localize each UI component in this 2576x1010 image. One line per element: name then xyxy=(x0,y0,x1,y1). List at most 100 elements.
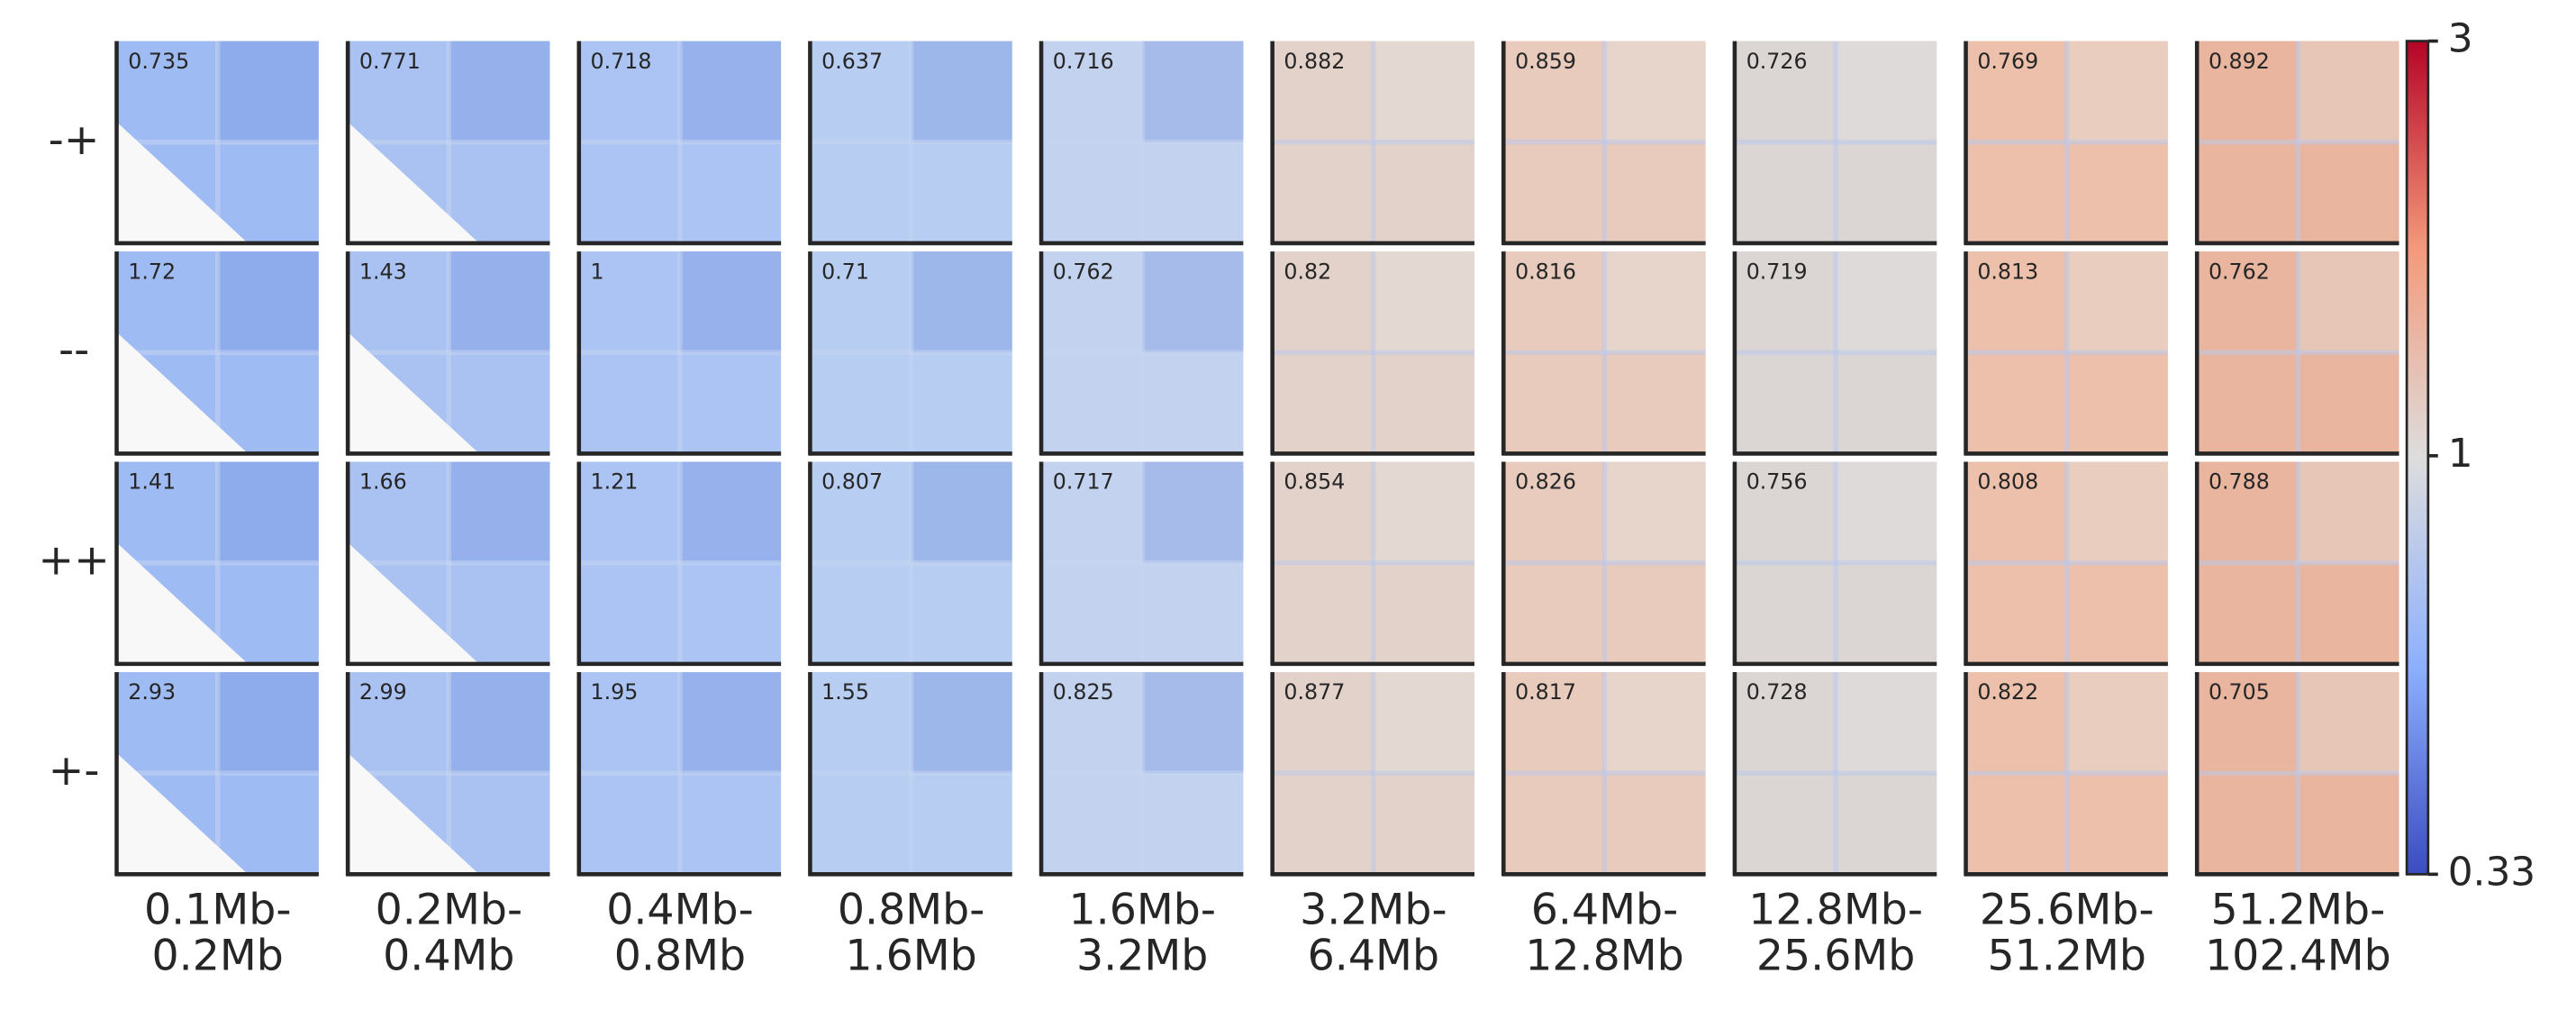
column-label: 3.2Mb- xyxy=(1300,885,1447,934)
column-label: 0.1Mb- xyxy=(144,885,292,934)
quadrant xyxy=(1836,251,1937,353)
row-label: -+ xyxy=(49,115,100,165)
quadrant xyxy=(1373,671,1475,774)
quadrant xyxy=(1373,41,1475,142)
cell-value: 0.892 xyxy=(2209,49,2270,74)
quadrant xyxy=(911,461,1012,563)
column-label: 102.4Mb xyxy=(2205,931,2391,980)
quadrant xyxy=(2298,41,2399,142)
cell-value: 0.807 xyxy=(821,469,883,495)
cell-value: 0.716 xyxy=(1053,49,1114,74)
row-label: -- xyxy=(59,325,89,375)
quadrant xyxy=(2066,461,2168,563)
cell-value: 0.859 xyxy=(1515,49,1576,74)
quadrant xyxy=(217,251,319,353)
row-label: +- xyxy=(49,746,100,796)
column-label: 51.2Mb xyxy=(1987,931,2146,980)
column-label: 12.8Mb- xyxy=(1748,885,1923,934)
colorbar-tick-label: 1 xyxy=(2448,431,2473,477)
colorbar xyxy=(2405,40,2430,876)
column-label: 1.6Mb- xyxy=(1068,885,1215,934)
column-label: 6.4Mb- xyxy=(1531,885,1679,934)
cell-value: 0.877 xyxy=(1283,679,1345,705)
cell-value: 2.93 xyxy=(128,679,176,705)
quadrant xyxy=(1142,41,1244,142)
column-label: 0.8Mb xyxy=(614,931,746,980)
quadrant xyxy=(2298,671,2399,774)
quadrant xyxy=(449,461,550,563)
colorbar-tick-label: 3 xyxy=(2448,16,2473,62)
quadrant xyxy=(679,251,782,353)
cell-value: 0.808 xyxy=(1977,469,2038,495)
column-label: 25.6Mb- xyxy=(1980,885,2154,934)
cell-value: 0.882 xyxy=(1283,49,1345,74)
quadrant xyxy=(1604,671,1706,774)
quadrant xyxy=(1836,671,1937,774)
quadrant xyxy=(449,251,550,353)
quadrant xyxy=(1836,461,1937,563)
quadrant xyxy=(679,671,782,774)
cell-value: 0.718 xyxy=(591,49,652,74)
cell-value: 0.728 xyxy=(1746,679,1808,705)
mask xyxy=(116,122,249,243)
quadrant xyxy=(911,41,1012,142)
cell-value: 0.816 xyxy=(1515,259,1576,284)
quadrant xyxy=(1142,461,1244,563)
cell-value: 1.41 xyxy=(128,469,176,495)
column-label: 12.8Mb xyxy=(1525,931,1684,980)
quadrant xyxy=(2066,671,2168,774)
quadrant xyxy=(1373,461,1475,563)
cell-value: 0.822 xyxy=(1977,679,2038,705)
column-label: 51.2Mb- xyxy=(2211,885,2386,934)
quadrant xyxy=(2298,461,2399,563)
quadrant xyxy=(217,41,319,142)
quadrant xyxy=(2066,41,2168,142)
cell-value: 0.826 xyxy=(1515,469,1576,495)
cell-value: 0.71 xyxy=(821,259,869,284)
quadrant xyxy=(1836,41,1937,142)
cell-value: 1.72 xyxy=(128,259,176,284)
quadrant xyxy=(217,671,319,774)
cell-value: 1.21 xyxy=(591,469,639,495)
quadrant xyxy=(679,41,782,142)
column-label: 6.4Mb xyxy=(1308,931,1439,980)
cell-value: 0.762 xyxy=(1053,259,1114,284)
column-label: 1.6Mb xyxy=(845,931,976,980)
cell-value: 1.55 xyxy=(821,679,869,705)
cell-value: 0.735 xyxy=(128,49,189,74)
mask xyxy=(116,752,249,875)
quadrant xyxy=(449,671,550,774)
cell-value: 0.788 xyxy=(2209,469,2270,495)
cell-value: 1.66 xyxy=(359,469,407,495)
cell-value: 0.769 xyxy=(1977,49,2038,74)
cell-value: 0.825 xyxy=(1053,679,1114,705)
column-label: 0.4Mb- xyxy=(606,885,754,934)
cell-value: 0.719 xyxy=(1746,259,1808,284)
quadrant xyxy=(679,461,782,563)
quadrant xyxy=(449,41,550,142)
cell-value: 0.637 xyxy=(821,49,883,74)
column-label: 0.8Mb- xyxy=(838,885,985,934)
column-label: 0.2Mb- xyxy=(376,885,523,934)
quadrant xyxy=(1373,251,1475,353)
cell-value: 0.817 xyxy=(1515,679,1576,705)
quadrant xyxy=(1142,251,1244,353)
cell-value: 0.82 xyxy=(1283,259,1331,284)
quadrant xyxy=(1604,251,1706,353)
cell-value: 0.756 xyxy=(1746,469,1808,495)
quadrant xyxy=(1142,671,1244,774)
column-label: 3.2Mb xyxy=(1076,931,1208,980)
column-label: 25.6Mb xyxy=(1756,931,1916,980)
row-label: ++ xyxy=(38,536,109,586)
quadrant xyxy=(2298,251,2399,353)
quadrant xyxy=(1604,41,1706,142)
cell-value: 1 xyxy=(591,259,604,284)
cell-value: 0.726 xyxy=(1746,49,1808,74)
cell-value: 0.854 xyxy=(1283,469,1345,495)
quadrant xyxy=(911,251,1012,353)
column-label: 0.2Mb xyxy=(152,931,284,980)
cell-value: 0.771 xyxy=(359,49,421,74)
column-label: 0.4Mb xyxy=(383,931,514,980)
